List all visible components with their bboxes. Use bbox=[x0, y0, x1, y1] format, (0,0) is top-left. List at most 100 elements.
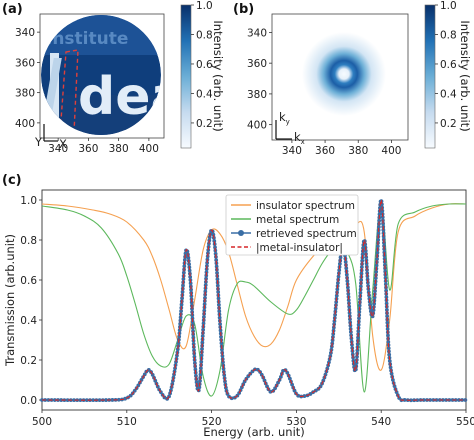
retrieved-point bbox=[202, 308, 207, 313]
retrieved-point bbox=[358, 290, 363, 295]
x-tick-label: 530 bbox=[286, 416, 306, 428]
retrieved-point bbox=[382, 256, 387, 261]
retrieved-point bbox=[201, 321, 206, 326]
retrieved-point bbox=[188, 274, 193, 279]
retrieved-point bbox=[192, 354, 197, 359]
retrieved-point bbox=[193, 367, 198, 372]
retrieved-point bbox=[214, 264, 219, 269]
retrieved-point bbox=[211, 232, 216, 237]
retrieved-point bbox=[212, 239, 217, 243]
x-tick-label: 400 bbox=[381, 145, 401, 157]
retrieved-point bbox=[205, 254, 210, 259]
retrieved-point bbox=[431, 398, 436, 402]
x-tick-label: 510 bbox=[117, 416, 137, 428]
retrieved-point bbox=[359, 265, 364, 270]
retrieved-point bbox=[349, 333, 354, 338]
legend-marker bbox=[238, 230, 244, 236]
x-tick-label: 340 bbox=[48, 143, 68, 155]
retrieved-point bbox=[219, 334, 223, 339]
insulator-spectrum-line bbox=[41, 203, 467, 371]
retrieved-point bbox=[214, 258, 219, 262]
retrieved-point bbox=[463, 398, 468, 402]
retrieved-point bbox=[382, 244, 386, 248]
legend-label: metal spectrum bbox=[256, 214, 339, 226]
retrieved-point bbox=[330, 338, 335, 343]
colorbar-tick-label: 0.6 bbox=[440, 59, 457, 71]
retrieved-point bbox=[198, 379, 202, 383]
y-tick-label: 0.6 bbox=[20, 275, 37, 287]
colorbar-b-ticks: 1.0 0.8 0.6 0.4 0.2 bbox=[435, 0, 457, 130]
retrieved-point bbox=[176, 340, 181, 345]
retrieved-point bbox=[388, 365, 393, 370]
retrieved-point bbox=[359, 278, 364, 282]
retrieved-point bbox=[200, 340, 205, 345]
retrieved-point bbox=[338, 255, 343, 260]
retrieved-point bbox=[355, 348, 360, 353]
retrieved-point bbox=[357, 316, 361, 321]
retrieved-point bbox=[333, 306, 338, 311]
retrieved-point bbox=[360, 258, 365, 263]
retrieved-point bbox=[367, 296, 372, 301]
retrieved-point bbox=[444, 398, 449, 402]
y-tick-label: 380 bbox=[15, 88, 35, 100]
retrieved-point bbox=[218, 328, 223, 333]
retrieved-point bbox=[344, 272, 349, 277]
colorbar-b bbox=[424, 4, 436, 149]
axis-y-letter: Y bbox=[34, 135, 43, 149]
retrieved-point bbox=[331, 325, 336, 330]
y-tick-label: 0.8 bbox=[20, 235, 37, 247]
retrieved-point bbox=[371, 308, 376, 312]
retrieved-point bbox=[202, 302, 207, 307]
retrieved-point bbox=[386, 339, 391, 344]
retrieved-point bbox=[182, 258, 187, 262]
retrieved-point bbox=[383, 263, 387, 268]
x-tick-label: 540 bbox=[371, 416, 391, 428]
retrieved-point bbox=[384, 295, 389, 299]
retrieved-point bbox=[373, 289, 377, 293]
retrieved-point bbox=[366, 290, 371, 295]
retrieved-point bbox=[337, 261, 342, 266]
x-tick-label: 550 bbox=[456, 416, 474, 428]
retrieved-point bbox=[116, 397, 121, 402]
colorbar-a bbox=[180, 4, 192, 149]
colorbar-a-ticks: 1.0 0.8 0.6 0.4 0.2 bbox=[191, 0, 213, 130]
retrieved-point bbox=[65, 398, 70, 402]
x-tick-label: 380 bbox=[109, 143, 129, 155]
retrieved-point bbox=[199, 353, 204, 358]
retrieved-point bbox=[200, 334, 205, 339]
retrieved-point bbox=[375, 250, 380, 255]
retrieved-point bbox=[290, 382, 294, 387]
panel-b-axes: 340 360 380 400 340 360 380 400 bbox=[247, 27, 401, 157]
colorbar-tick-label: 0.8 bbox=[440, 29, 457, 41]
retrieved-point bbox=[175, 353, 179, 358]
retrieved-point bbox=[179, 302, 184, 307]
legend-label: insulator spectrum bbox=[256, 200, 355, 212]
colorbar-tick-label: 0.8 bbox=[196, 29, 213, 41]
retrieved-point bbox=[177, 334, 182, 339]
retrieved-point bbox=[198, 366, 203, 371]
retrieved-point bbox=[335, 287, 340, 292]
retrieved-point bbox=[182, 264, 187, 269]
retrieved-point bbox=[384, 301, 389, 306]
panel-c-axes: 500 510 520 530 540 550 0.0 0.2 0.4 0.6 0.8 1.0 bbox=[20, 195, 474, 428]
x-tick-label: 360 bbox=[78, 143, 98, 155]
retrieved-point bbox=[218, 322, 222, 326]
retrieved-point bbox=[215, 270, 219, 275]
retrieved-point bbox=[383, 282, 388, 287]
colorbar-tick-label: 1.0 bbox=[440, 0, 457, 12]
retrieved-point bbox=[350, 346, 355, 350]
retrieved-point bbox=[201, 327, 206, 332]
retrieved-point bbox=[180, 296, 184, 301]
y-tick-label: 340 bbox=[247, 27, 267, 39]
colorbar-tick-label: 0.2 bbox=[440, 118, 457, 130]
x-tick-label: 400 bbox=[139, 143, 159, 155]
retrieved-point bbox=[376, 225, 381, 229]
retrieved-point bbox=[336, 280, 340, 285]
x-tick-label: 520 bbox=[202, 416, 222, 428]
retrieved-point bbox=[351, 358, 356, 363]
retrieved-point bbox=[217, 309, 222, 314]
retrieved-point bbox=[191, 329, 195, 334]
retrieved-point bbox=[358, 284, 363, 289]
retrieved-point bbox=[349, 339, 354, 344]
retrieved-point bbox=[343, 259, 348, 264]
